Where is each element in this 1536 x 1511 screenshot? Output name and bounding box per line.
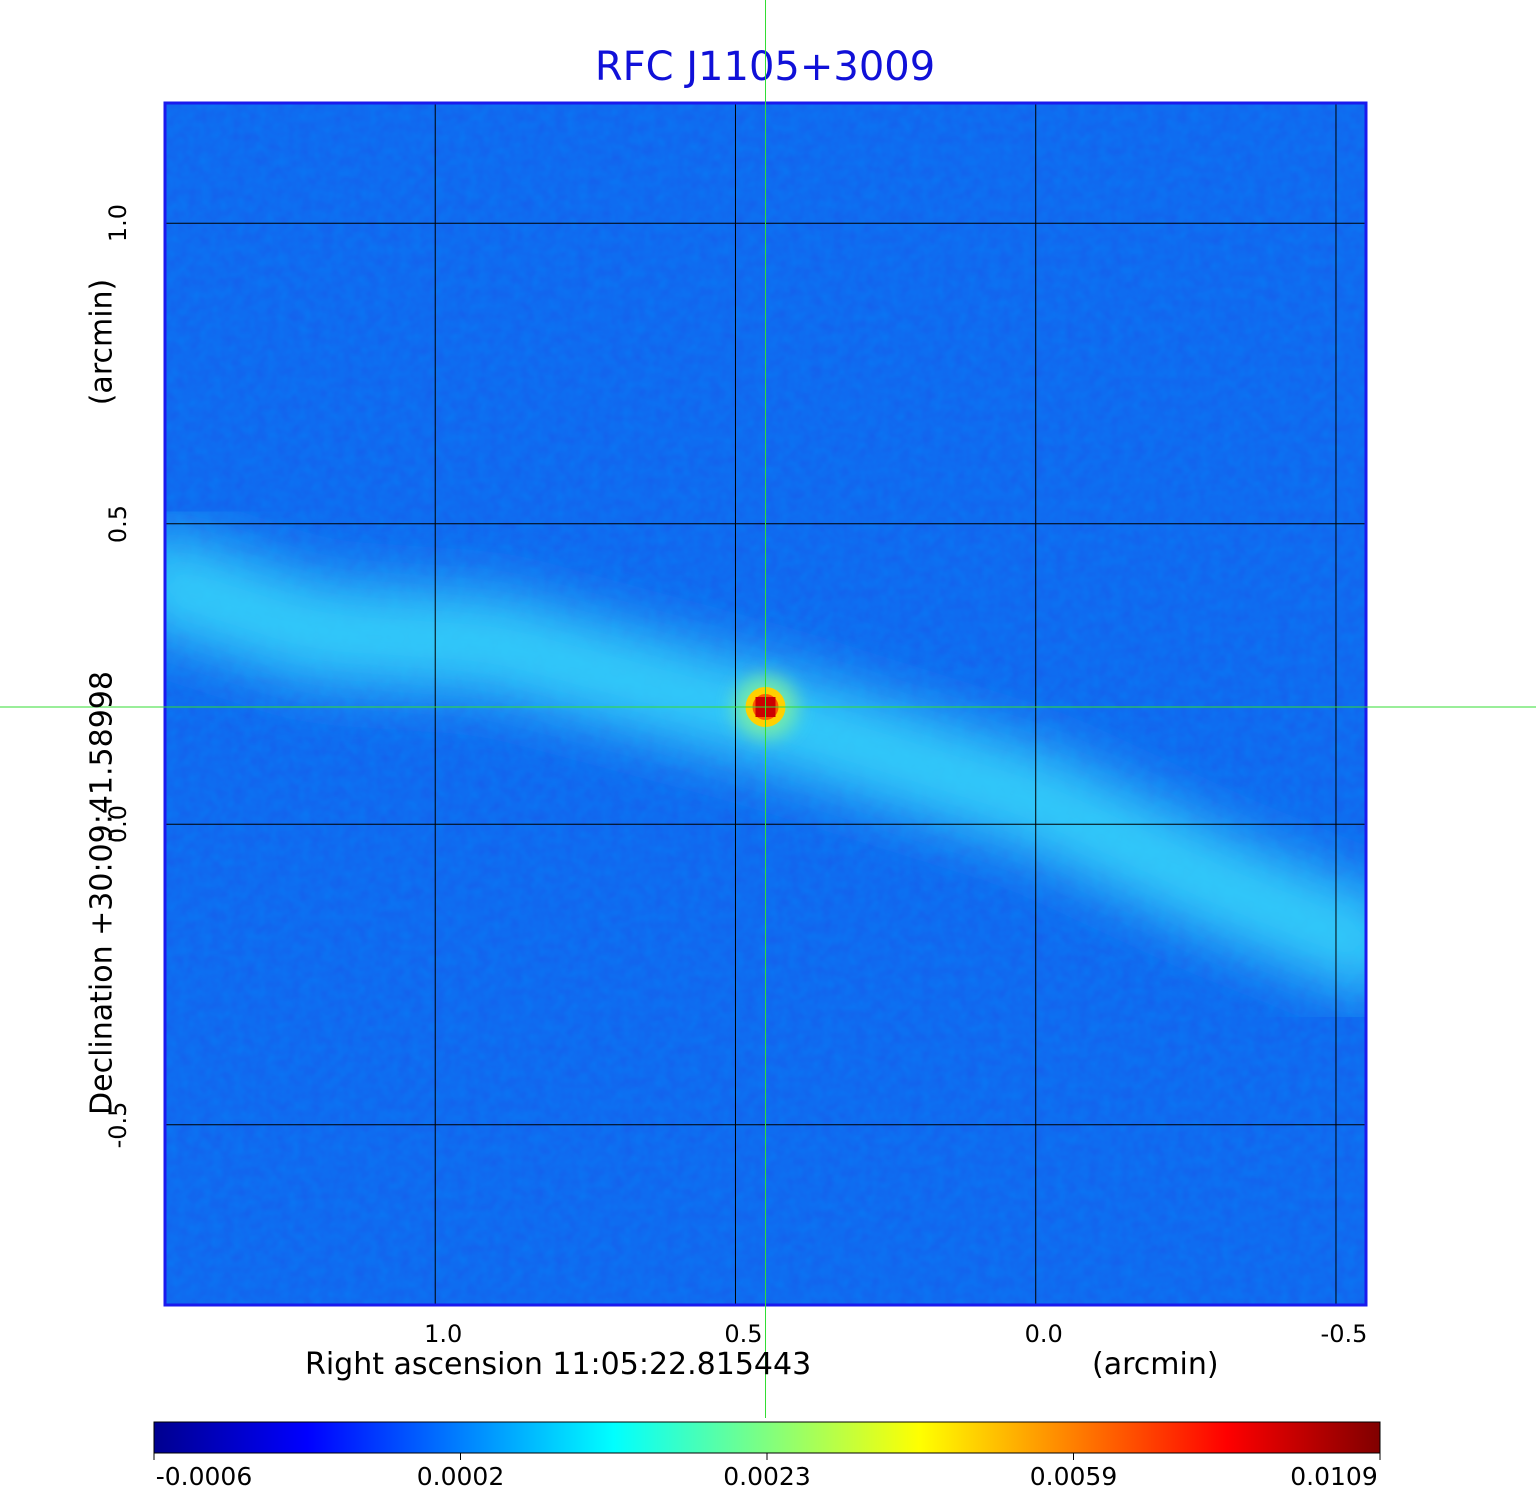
colorbar-tick-label: 0.0109	[1290, 1462, 1378, 1491]
colorbar-tick-label: 0.0002	[416, 1462, 505, 1491]
colorbar-tick-label: 0.0059	[1029, 1462, 1118, 1491]
colorbar-tick-label: -0.0006	[155, 1462, 253, 1491]
y-tick-label: 1.0	[104, 204, 132, 243]
y-axis-label: Declination +30:09:41.58998	[84, 671, 120, 1115]
colorbar-tick-label: 0.0023	[723, 1462, 811, 1491]
x-tick-label: 0.5	[724, 1320, 763, 1348]
x-axis-label: Right ascension 11:05:22.815443	[305, 1347, 812, 1382]
chart-title: RFC J1105+3009	[594, 44, 936, 90]
colorbar	[153, 1421, 1381, 1460]
y-tick-label: 0.5	[104, 504, 132, 543]
y-axis-unit: (arcmin)	[84, 278, 120, 406]
x-axis-unit: (arcmin)	[1092, 1347, 1219, 1382]
crosshair	[0, 0, 1536, 1418]
x-tick-label: 0.0	[1024, 1320, 1063, 1348]
x-tick-label: 1.0	[424, 1320, 463, 1348]
colorbar-gradient	[153, 1421, 1381, 1454]
x-tick-label: -0.5	[1320, 1320, 1368, 1348]
